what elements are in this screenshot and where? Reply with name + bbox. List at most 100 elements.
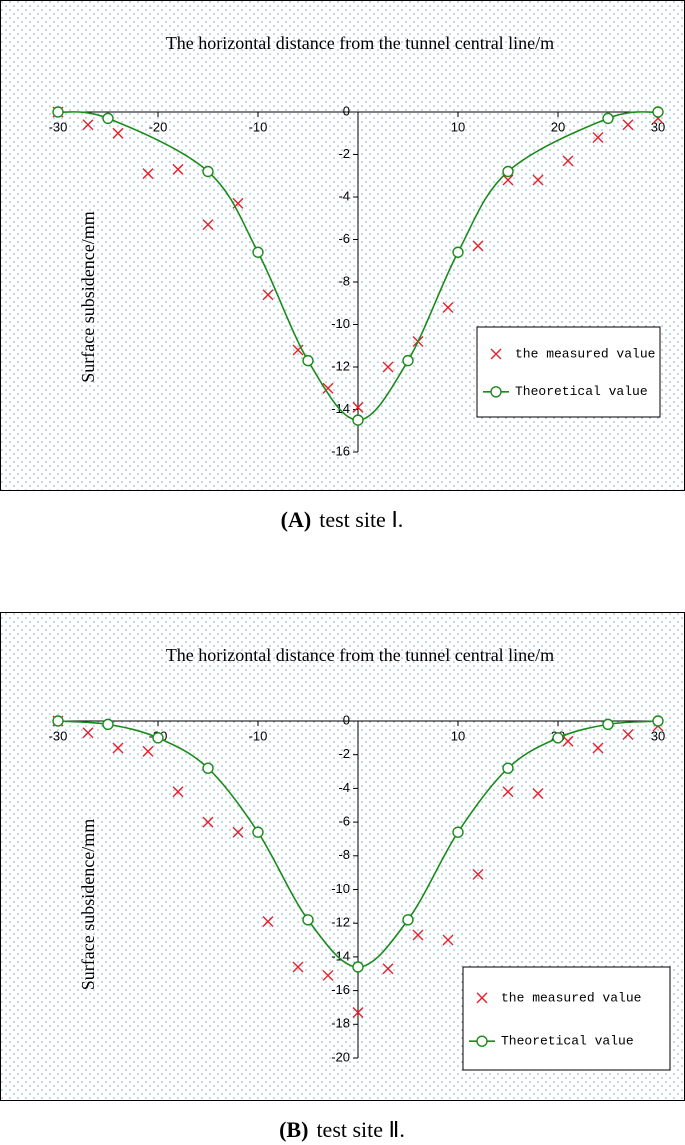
y-tick-label: 0 [343,103,350,118]
y-tick-label: -2 [338,746,350,761]
x-tick-label: -20 [149,119,168,134]
y-tick-label: -16 [331,443,350,458]
caption-label: (A) [281,507,312,532]
measured-point [472,240,484,252]
measured-point [142,745,154,757]
caption-label: (B) [279,1117,308,1142]
y-axis-label: Surface subsidence/mm [78,819,98,990]
chart-title: The horizontal distance from the tunnel … [166,33,554,53]
measured-point [202,816,214,828]
theoretical-point [402,914,414,926]
measured-point [490,348,502,360]
theoretical-point [452,826,464,838]
caption-text: test site Ⅰ. [319,507,403,532]
measured-point [532,174,544,186]
caption-text: test site Ⅱ. [316,1117,404,1142]
x-tick-label: 30 [651,119,665,134]
measured-point [382,361,394,373]
x-tick-label: -30 [49,119,68,134]
measured-point [172,786,184,798]
caption: (B) test site Ⅱ. [279,1117,405,1142]
legend-label: the measured value [501,990,641,1005]
theoretical-point [302,914,314,926]
y-tick-label: -8 [338,847,350,862]
legend-label: Theoretical value [501,1034,634,1049]
y-tick-label: -10 [331,881,350,896]
theoretical-point [476,1035,488,1047]
measured-point [472,868,484,880]
measured-point [352,1007,364,1019]
x-tick-label: 20 [551,119,565,134]
y-tick-label: -4 [338,780,350,795]
legend-box [462,966,671,1071]
measured-point [502,786,514,798]
measured-point [82,727,94,739]
measured-point [232,826,244,838]
measured-point [622,119,634,131]
measured-point [322,382,334,394]
theoretical-point [502,165,514,178]
theoretical-point [352,414,364,426]
measured-point [82,119,94,131]
measured-point [112,742,124,754]
measured-point [112,127,124,139]
theoretical-point [452,246,464,258]
y-tick-label: -6 [338,231,350,246]
legend-label: the measured value [515,346,655,361]
measured-point [592,742,604,754]
x-tick-label: 10 [451,728,465,743]
measured-point [382,963,394,975]
caption: (A) test site Ⅰ. [281,507,404,532]
theoretical-point [202,762,214,774]
y-tick-label: -12 [331,915,350,930]
y-axis-label: Surface subsidence/mm [78,211,98,382]
theoretical-point [302,354,314,367]
y-tick-label: -20 [331,1049,350,1064]
measured-point [562,155,574,167]
theoretical-point [652,106,664,118]
x-tick-label: -10 [249,728,268,743]
x-tick-label: 30 [651,728,665,743]
theoretical-point [502,762,514,774]
measured-point [622,728,634,740]
theoretical-point [252,246,264,258]
y-tick-label: -16 [331,982,350,997]
theoretical-point [602,718,614,731]
theoretical-point [552,732,564,744]
x-tick-label: 10 [451,119,465,134]
theoretical-point [602,112,614,125]
x-tick-label: -30 [49,728,68,743]
theoretical-point [652,715,664,727]
chart-panel: The horizontal distance from the tunnel … [0,612,685,1142]
measured-point [262,916,274,928]
measured-point [352,401,364,413]
measured-point [202,219,214,231]
measured-point [532,787,544,799]
theoretical-point [102,112,114,125]
theoretical-point [152,732,164,744]
measured-point [142,168,154,180]
chart-title: The horizontal distance from the tunnel … [166,645,554,665]
measured-point [502,174,514,186]
measured-point [562,735,574,747]
theoretical-point [402,354,414,367]
chart-panel: The horizontal distance from the tunnel … [0,0,685,532]
theoretical-point [102,718,114,731]
theoretical-point [52,715,64,727]
measured-point [412,929,424,941]
measured-point [262,289,274,301]
measured-point [442,302,454,313]
theoretical-point [490,386,502,398]
legend-box [476,326,661,418]
y-tick-label: -2 [338,146,350,161]
y-tick-label: -14 [331,948,350,963]
y-tick-label: -12 [331,358,350,373]
measured-point [172,163,184,175]
y-tick-label: -4 [338,188,350,203]
theoretical-point [352,961,364,973]
y-tick-label: -8 [338,273,350,288]
legend-label: Theoretical value [515,384,648,399]
y-tick-label: -10 [331,316,350,331]
measured-point [592,132,604,143]
